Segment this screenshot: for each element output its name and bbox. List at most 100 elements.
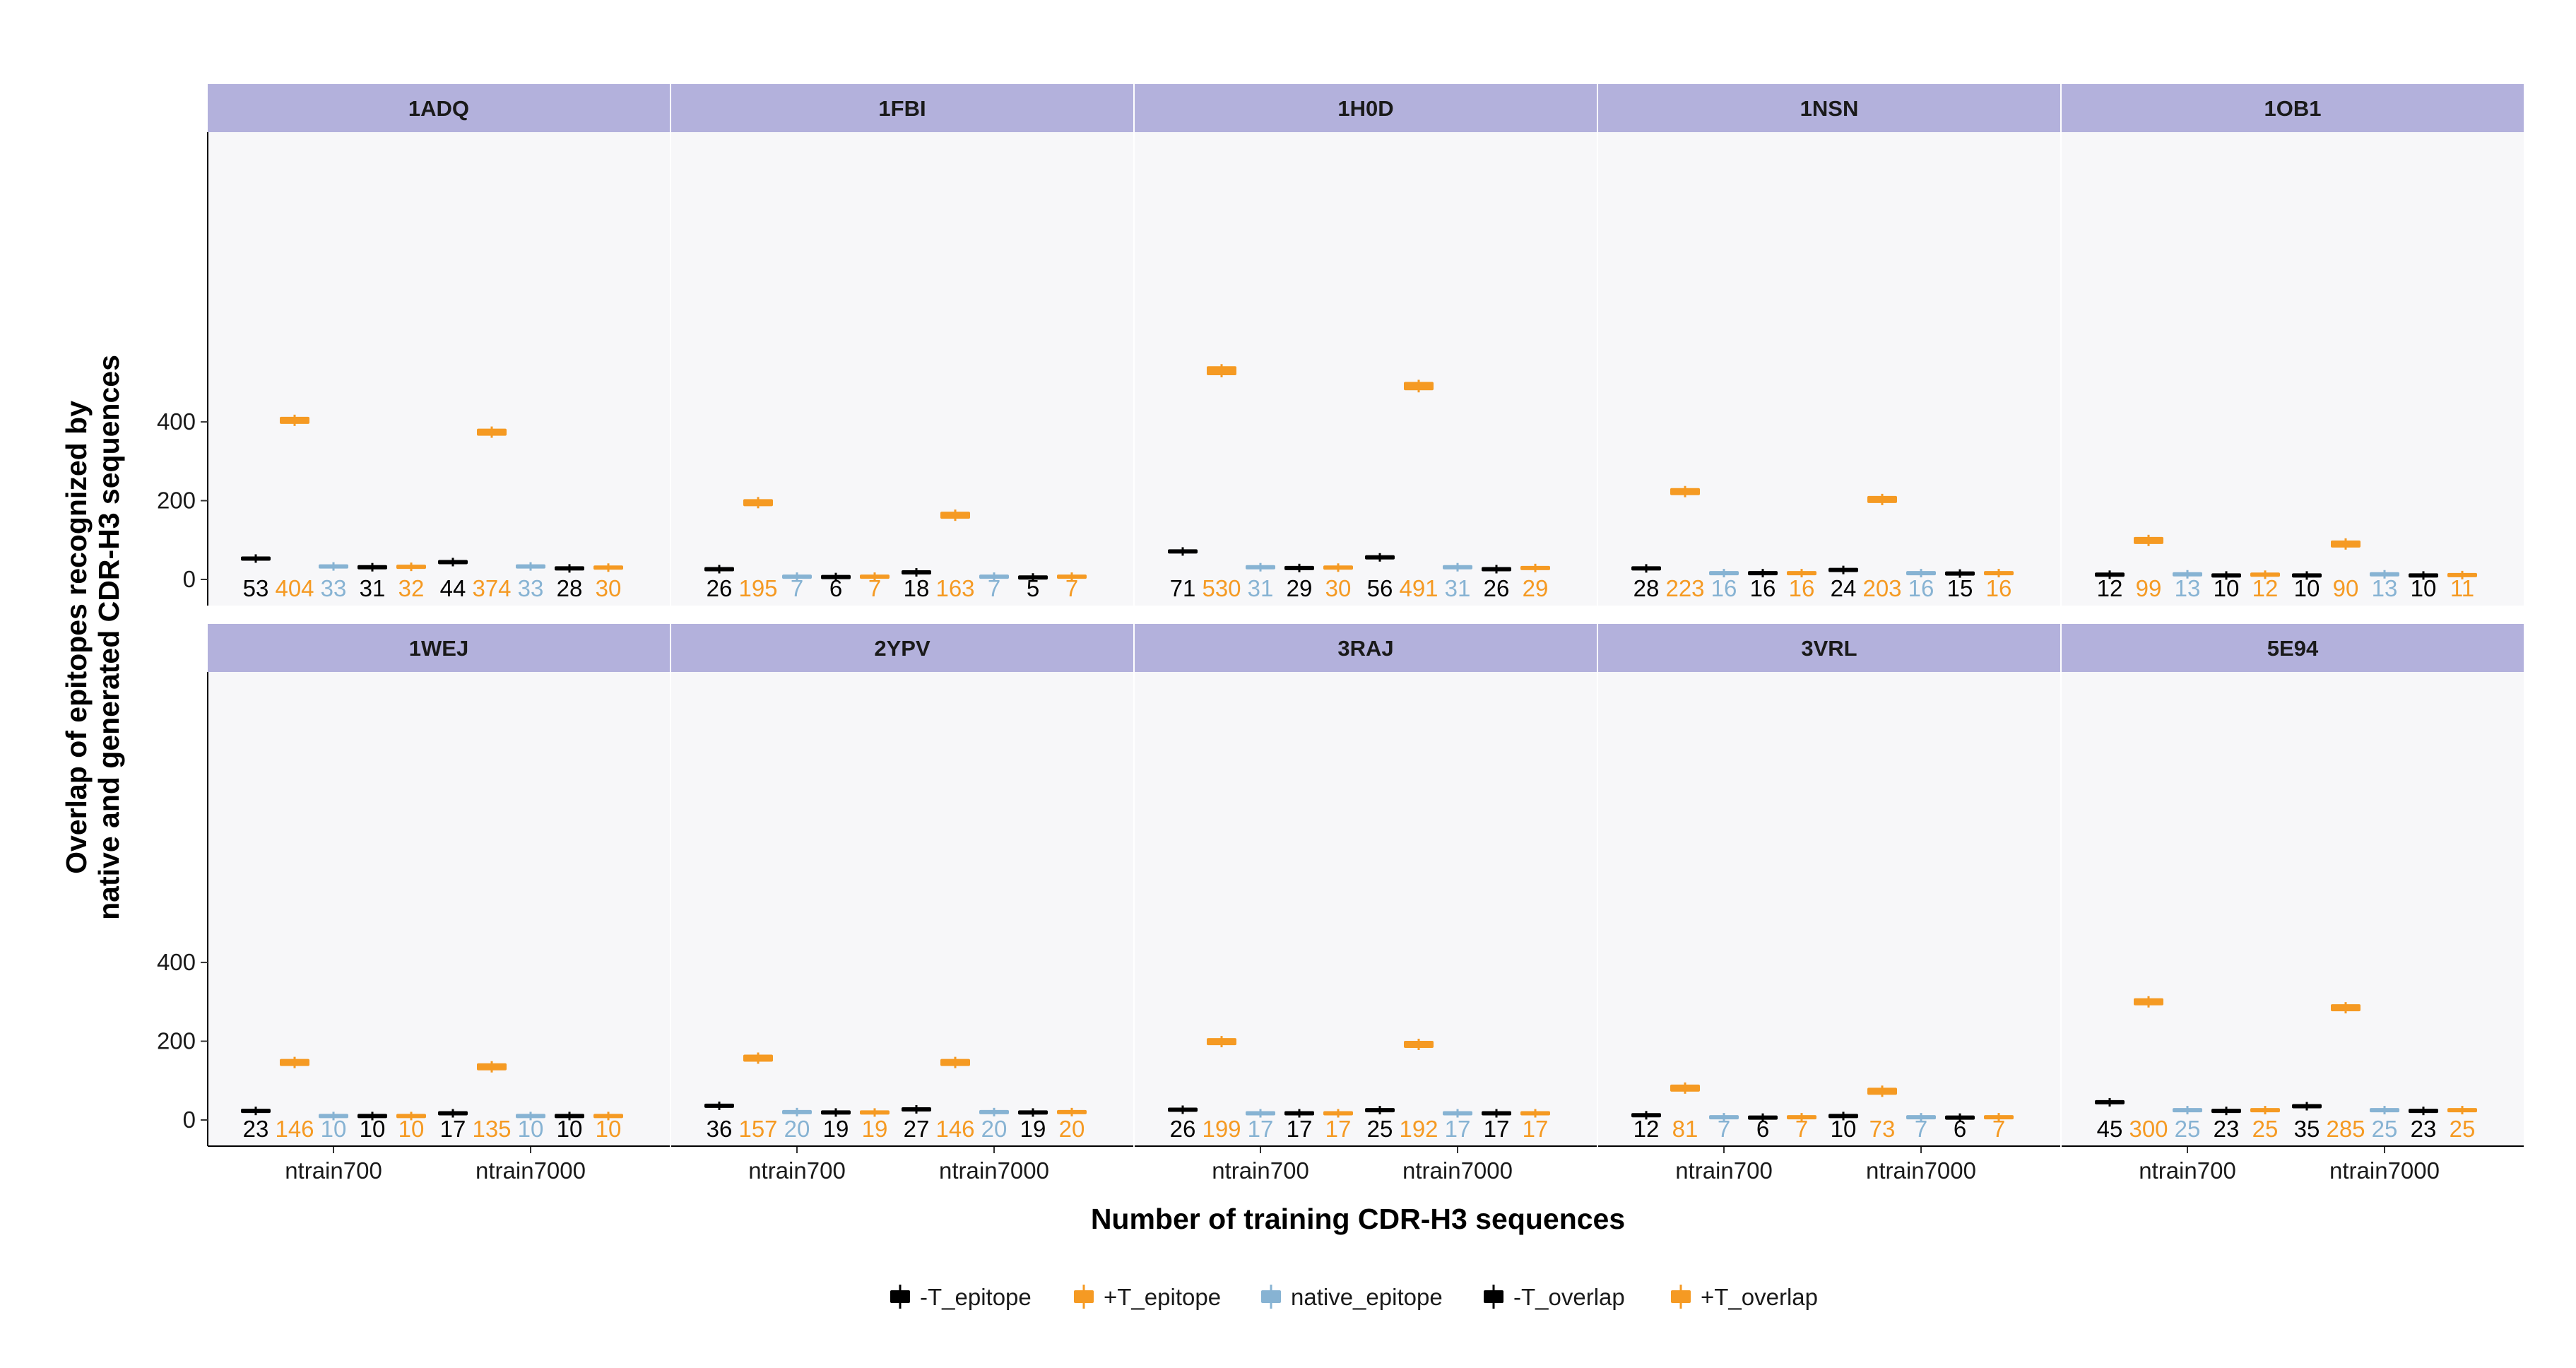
data-label--T_epitope: 24 [1831, 575, 1857, 601]
box-+T_overlap [2250, 572, 2280, 577]
data-label--T_epitope: 71 [1170, 575, 1196, 601]
x-tick-label: ntrain700 [748, 1157, 846, 1184]
box--T_epitope [902, 1107, 931, 1112]
data-label--T_epitope: 36 [707, 1116, 733, 1142]
data-label-+T_epitope: 203 [1862, 575, 1901, 601]
data-label--T_overlap: 17 [1484, 1116, 1510, 1142]
data-label-native_epitope: 25 [2175, 1116, 2201, 1142]
box-native_epitope [1443, 1111, 1472, 1116]
facet-title: 1FBI [878, 96, 926, 121]
box--T_overlap [1284, 565, 1314, 570]
legend-label: -T_overlap [1513, 1284, 1625, 1310]
x-tick-label: ntrain7000 [1866, 1157, 1976, 1184]
data-label--T_epitope: 17 [440, 1116, 466, 1142]
data-label-native_epitope: 17 [1445, 1116, 1471, 1142]
box-native_epitope [319, 1114, 348, 1119]
facet-strip [1135, 624, 1597, 672]
facet-1H0D: 1H0D 71 530 31 29 30 56 491 31 26 29 [1135, 84, 1597, 606]
x-axis-title: Number of training CDR-H3 sequences [1091, 1203, 1625, 1235]
x-tick-label: ntrain700 [1212, 1157, 1309, 1184]
legend: -T_epitope +T_epitope native_epitope -T_ove… [890, 1284, 1818, 1310]
data-label--T_epitope: 23 [243, 1116, 269, 1142]
data-label-native_epitope: 7 [1718, 1116, 1730, 1142]
y-axis-title-line1: Overlap of epitopes recognized by [60, 401, 93, 874]
data-label--T_epitope: 18 [904, 575, 930, 601]
data-label--T_epitope: 44 [440, 575, 466, 601]
panel-background [1598, 132, 2060, 606]
box-native_epitope [2370, 1108, 2399, 1113]
box-+T_overlap [593, 1114, 623, 1119]
data-label--T_overlap: 23 [2411, 1116, 2437, 1142]
data-label--T_overlap: 6 [1954, 1116, 1966, 1142]
box--T_epitope [704, 567, 734, 572]
box-+T_overlap [1984, 1115, 2014, 1120]
data-label--T_epitope: 28 [1633, 575, 1660, 601]
facet-title: 5E94 [2267, 636, 2319, 661]
facet-title: 1NSN [1800, 96, 1859, 121]
box-+T_overlap [1520, 565, 1550, 570]
panel-background [208, 672, 670, 1146]
data-label-+T_epitope: 192 [1399, 1116, 1438, 1142]
box-+T_epitope [743, 499, 773, 507]
data-label-+T_overlap: 10 [596, 1116, 622, 1142]
facet-strip [2062, 624, 2524, 672]
box-+T_overlap [593, 565, 623, 570]
legend-item-native_epitope: native_epitope [1261, 1284, 1443, 1310]
data-label--T_overlap: 19 [823, 1116, 849, 1142]
data-label-+T_epitope: 146 [275, 1116, 314, 1142]
facet-title: 1ADQ [408, 96, 469, 121]
box-native_epitope [782, 1109, 812, 1114]
panel-background [1135, 672, 1597, 1146]
box--T_epitope [1365, 555, 1395, 560]
data-label-+T_overlap: 20 [1059, 1116, 1085, 1142]
box-native_epitope [2173, 1108, 2202, 1113]
box-+T_epitope [477, 428, 507, 436]
data-label-+T_epitope: 81 [1672, 1116, 1698, 1142]
box-native_epitope [319, 564, 348, 569]
data-label--T_epitope: 25 [1367, 1116, 1393, 1142]
box--T_epitope [1168, 1107, 1198, 1112]
box-+T_epitope [280, 416, 309, 424]
y-tick-label: 200 [157, 488, 196, 514]
facet-strip [671, 84, 1133, 132]
panel-background [1135, 132, 1597, 606]
data-label-+T_overlap: 7 [1795, 1116, 1808, 1142]
box-+T_epitope [2134, 998, 2163, 1006]
box-+T_epitope [1867, 495, 1897, 503]
data-label-+T_epitope: 90 [2333, 575, 2359, 601]
box-+T_overlap [2447, 572, 2477, 577]
box--T_epitope [704, 1103, 734, 1108]
data-label-+T_epitope: 223 [1665, 575, 1704, 601]
box-native_epitope [2370, 572, 2399, 577]
box-+T_epitope [1670, 488, 1700, 495]
box-+T_overlap [1520, 1111, 1550, 1116]
facet-1WEJ: 1WEJ 23 146 10 10 10 17 135 10 10 10 ntrain700 ntrai… [208, 624, 670, 1184]
data-label--T_epitope: 53 [243, 575, 269, 601]
y-axis-row-1: 0 200 400 [157, 132, 208, 606]
data-label--T_overlap: 10 [2214, 575, 2240, 601]
data-label-native_epitope: 31 [1248, 575, 1274, 601]
box--T_overlap [358, 1114, 387, 1119]
box-+T_epitope [940, 1059, 970, 1066]
data-label-native_epitope: 7 [1915, 1116, 1927, 1142]
data-label-+T_overlap: 29 [1523, 575, 1549, 601]
data-label-+T_overlap: 7 [1992, 1116, 2005, 1142]
box--T_overlap [1482, 567, 1511, 572]
legend-label: -T_epitope [920, 1284, 1032, 1310]
box--T_overlap [2211, 573, 2241, 578]
facet-title: 2YPV [874, 636, 930, 661]
data-label-+T_epitope: 99 [2136, 575, 2162, 601]
y-tick-label: 0 [183, 1107, 196, 1133]
facet-strip [208, 624, 670, 672]
data-label--T_overlap: 6 [1756, 1116, 1769, 1142]
facet-title: 1H0D [1337, 96, 1393, 121]
data-label--T_overlap: 23 [2214, 1116, 2240, 1142]
legend-item--T_epitope: -T_epitope [890, 1284, 1032, 1310]
box-+T_epitope [1670, 1084, 1700, 1092]
panel-background [671, 132, 1133, 606]
data-label--T_epitope: 10 [1831, 1116, 1857, 1142]
data-label--T_overlap: 17 [1287, 1116, 1313, 1142]
data-label--T_overlap: 16 [1750, 575, 1776, 601]
